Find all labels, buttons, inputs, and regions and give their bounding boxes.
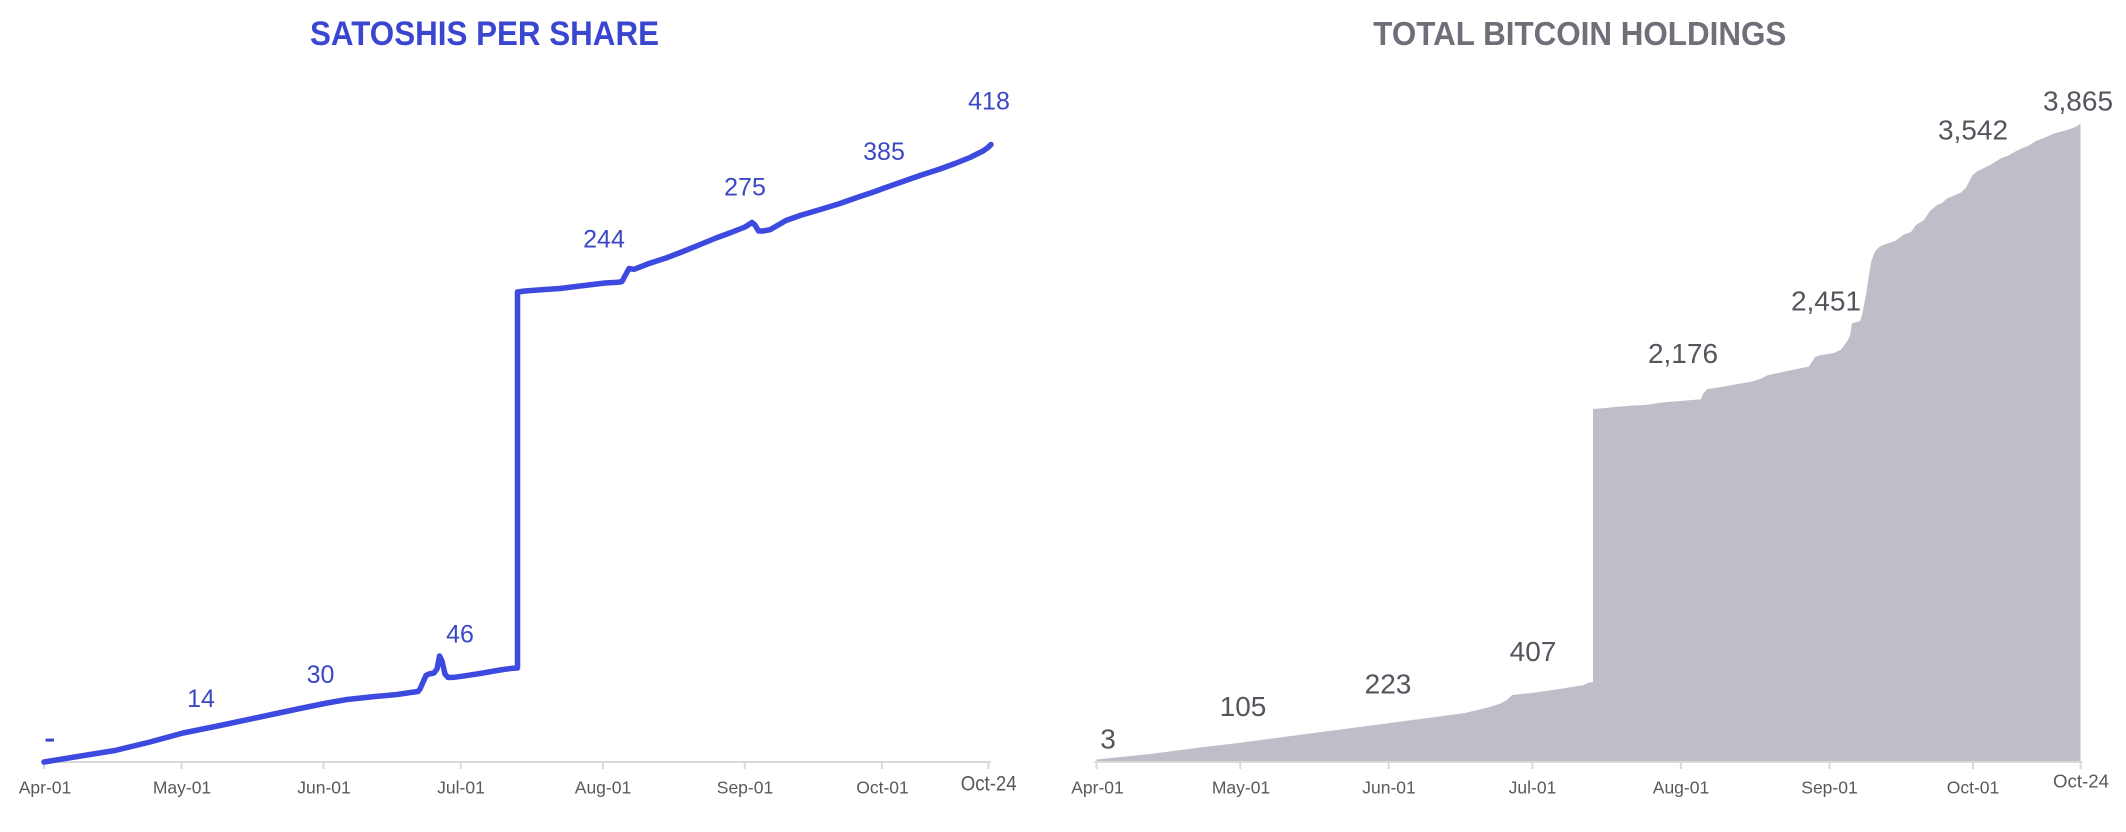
svg-text:Sep-01: Sep-01 [1801, 778, 1857, 798]
svg-text:3,865: 3,865 [2043, 86, 2113, 117]
svg-text:Oct-01: Oct-01 [1947, 778, 2000, 798]
svg-text:2,176: 2,176 [1648, 338, 1718, 369]
svg-text:Oct-24: Oct-24 [961, 773, 1017, 796]
svg-text:Jun-01: Jun-01 [297, 778, 351, 798]
svg-text:May-01: May-01 [1212, 778, 1270, 798]
svg-text:244: 244 [583, 226, 625, 254]
svg-text:2,451: 2,451 [1791, 285, 1861, 316]
svg-text:Aug-01: Aug-01 [575, 778, 631, 798]
svg-text:Apr-01: Apr-01 [1071, 778, 1124, 798]
svg-text:Jun-01: Jun-01 [1362, 778, 1416, 798]
svg-text:3: 3 [1100, 723, 1116, 754]
svg-text:275: 275 [724, 174, 766, 202]
svg-text:3,542: 3,542 [1938, 114, 2008, 145]
svg-text:TOTAL BITCOIN HOLDINGS: TOTAL BITCOIN HOLDINGS [1373, 15, 1786, 52]
svg-text:105: 105 [1220, 691, 1267, 722]
svg-text:14: 14 [187, 685, 215, 713]
svg-text:Apr-01: Apr-01 [19, 778, 72, 798]
svg-text:May-01: May-01 [153, 778, 211, 798]
svg-text:Jul-01: Jul-01 [437, 778, 485, 798]
svg-text:Aug-01: Aug-01 [1653, 778, 1709, 798]
svg-text:Oct-01: Oct-01 [856, 778, 909, 798]
svg-text:Sep-01: Sep-01 [717, 778, 773, 798]
svg-text:385: 385 [863, 138, 905, 166]
svg-text:Oct-24: Oct-24 [2053, 771, 2109, 792]
svg-text:407: 407 [1510, 636, 1557, 667]
svg-text:SATOSHIS PER SHARE: SATOSHIS PER SHARE [310, 15, 659, 53]
svg-text:30: 30 [307, 661, 335, 689]
svg-text:Jul-01: Jul-01 [1509, 778, 1557, 798]
svg-text:418: 418 [968, 88, 1010, 116]
svg-text:46: 46 [446, 621, 474, 649]
svg-text:223: 223 [1365, 668, 1412, 699]
